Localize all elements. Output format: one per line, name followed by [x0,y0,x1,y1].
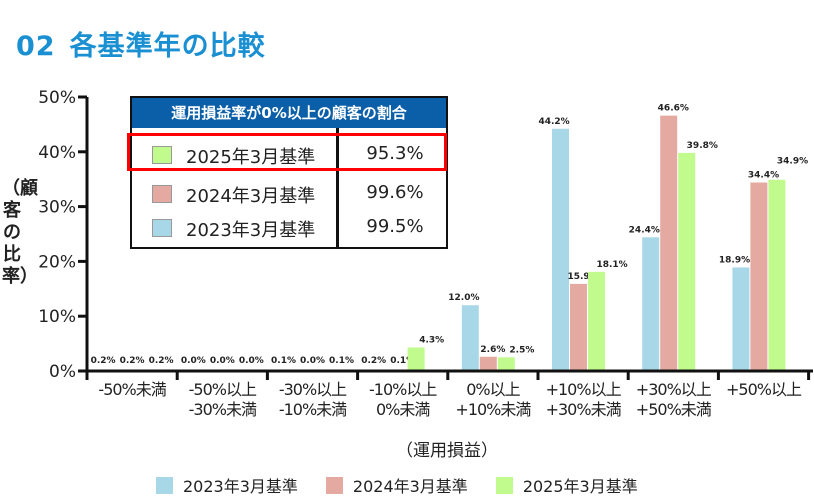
x-tick-label: 0%未満 [376,400,430,419]
table-divider [336,128,339,247]
bar [678,152,696,371]
section-number: 02 [16,31,56,62]
legend-item-2025: 2025年3月基準 [495,473,638,497]
page-title: 02 各基準年の比較 [16,24,266,63]
bar [588,271,605,371]
row-value: 95.3% [366,143,424,164]
x-tick-label: -10%未満 [279,400,347,419]
x-tick-label: +50%未満 [636,400,712,419]
y-tick-label: 0% [49,362,76,382]
swatch-2024 [152,185,172,203]
bar [660,115,678,372]
legend-item-2024: 2024年3月基準 [325,473,468,497]
bar [497,357,515,371]
data-label: 0.1% [390,356,415,366]
data-label: 15.9% [567,272,598,282]
summary-table-header: 運用損益率が0%以上の顧客の割合 [132,98,446,128]
data-label: 34.4% [748,170,779,180]
x-tick-label: -50%未満 [98,380,166,399]
data-label: 0.0% [239,356,264,366]
x-tick-label: -30%以上 [279,380,347,399]
bar [552,128,569,371]
bar [461,305,479,371]
data-label: 34.9% [777,157,808,167]
y-tick-label: 10% [38,307,76,327]
legend-label: 2024年3月基準 [352,477,468,496]
data-label: 0.2% [91,356,116,366]
data-label: 39.8% [687,141,718,151]
table-row-2023: 2023年3月基準 99.5% [132,208,446,246]
data-label: 18.9% [719,255,750,265]
row-label: 2023年3月基準 [186,220,316,241]
row-label: 2025年3月基準 [186,147,316,168]
y-axis-title: （顧客の比率） [2,178,38,287]
bar [750,182,768,371]
bar [570,283,587,371]
y-tick-label: 40% [38,143,76,163]
data-label: 46.6% [658,104,689,114]
data-label: 2.5% [509,345,534,355]
x-tick-label: 0%以上 [466,380,520,399]
highlight-frame [127,133,447,171]
y-tick-label: 30% [38,198,76,218]
swatch-2025 [152,146,172,164]
data-label: 0.0% [181,356,206,366]
table-row-2025: 2025年3月基準 95.3% [132,135,446,173]
x-tick-label: +30%未満 [546,400,622,419]
data-label: 4.3% [419,335,444,345]
summary-table: 運用損益率が0%以上の顧客の割合 2025年3月基準 95.3% 2024年3月… [130,96,448,249]
legend-swatch [156,476,173,494]
data-label: 0.1% [329,356,354,366]
bar [479,356,497,371]
legend-item-2023: 2023年3月基準 [156,473,298,497]
legend-swatch [495,476,513,494]
legend-label: 2025年3月基準 [522,477,638,496]
y-tick-label: 20% [38,252,76,272]
legend-label: 2023年3月基準 [183,477,298,496]
data-label: 0.0% [300,356,325,366]
x-tick-label: +10%未満 [455,400,531,419]
data-label: 12.0% [448,293,479,303]
x-tick-label: +10%以上 [546,380,622,399]
table-row-2024: 2024年3月基準 99.6% [132,174,446,212]
data-label: 0.0% [210,356,235,366]
x-tick-label: -30%未満 [189,400,257,419]
legend-swatch [325,476,343,494]
bar [642,237,660,371]
swatch-2023 [152,219,172,237]
data-label: 44.2% [538,117,569,127]
data-label: 24.4% [629,225,660,235]
data-label: 18.1% [596,260,627,270]
y-tick-label: 50% [38,88,76,108]
legend: 2023年3月基準 2024年3月基準 2025年3月基準 [156,473,638,497]
x-axis-title: （運用損益） [396,441,498,461]
x-tick-label: +50%以上 [726,380,802,399]
section-title: 各基準年の比較 [69,31,266,62]
bar [768,179,786,371]
row-value: 99.5% [366,216,424,237]
x-tick-label: -50%以上 [189,380,257,399]
data-label: 0.2% [120,356,145,366]
data-label: 0.2% [361,356,386,366]
x-tick-label: +30%以上 [636,380,712,399]
data-label: 0.1% [271,356,296,366]
data-label: 2.6% [480,345,505,355]
data-label: 0.2% [149,356,174,366]
x-tick-label: -10%以上 [369,380,437,399]
bar [732,267,750,371]
row-label: 2024年3月基準 [186,186,316,207]
row-value: 99.6% [366,182,424,203]
bar [407,347,425,371]
